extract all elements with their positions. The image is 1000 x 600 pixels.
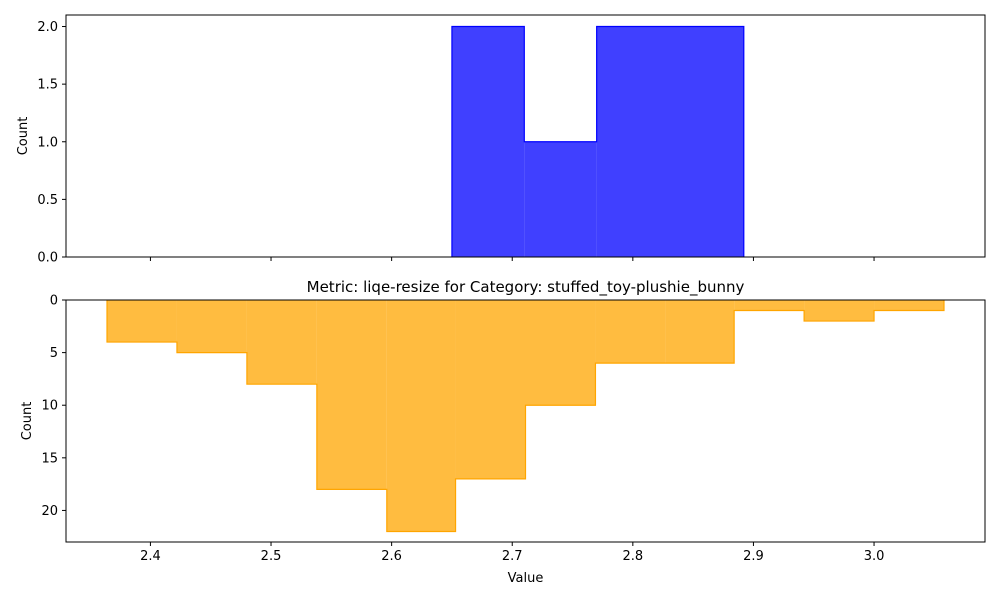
histogram-bar [525, 300, 596, 406]
x-tick-label: 2.6 [381, 549, 402, 564]
histogram-bar [596, 26, 744, 258]
x-tick-label: 2.9 [743, 549, 764, 564]
bottom-plot: Metric: liqe-resize for Category: stuffe… [20, 278, 986, 586]
top-x-ticks [149, 257, 875, 261]
y-tick-label: 0.5 [37, 193, 58, 208]
bottom-x-ticks: 2.4 2.5 2.6 2.7 2.8 2.9 3.0 [140, 542, 884, 564]
y-tick-label: 0 [50, 294, 58, 309]
histogram-bar [316, 300, 387, 490]
histogram-bar [595, 300, 666, 364]
bottom-y-ticks: 0 5 10 15 20 [41, 294, 66, 519]
histogram-bar [524, 141, 597, 257]
top-y-ticks: 0.0 0.5 1.0 1.5 2.0 [37, 20, 66, 266]
bottom-y-axis-label: Count [20, 402, 35, 441]
y-tick-label: 15 [41, 451, 58, 466]
histogram-bar [176, 300, 247, 353]
histogram-step-outline [451, 25, 745, 257]
y-tick-label: 1.5 [37, 78, 58, 93]
bottom-x-axis-label: Value [508, 571, 544, 586]
y-tick-label: 20 [41, 504, 58, 519]
histogram-bar [455, 300, 526, 479]
x-tick-label: 2.8 [622, 549, 643, 564]
top-plot: 0.0 0.5 1.0 1.5 2.0 Count [16, 14, 986, 266]
bottom-histogram-bars [106, 300, 945, 533]
y-tick-label: 0.0 [37, 251, 58, 266]
bottom-chart-title: Metric: liqe-resize for Category: stuffe… [307, 278, 745, 297]
y-tick-label: 10 [41, 399, 58, 414]
histogram-bar [734, 300, 805, 311]
top-histogram-bars [451, 25, 745, 258]
y-tick-label: 5 [50, 346, 58, 361]
histogram-bar [451, 26, 525, 258]
histogram-bar [246, 300, 317, 385]
x-tick-label: 2.5 [261, 549, 282, 564]
bottom-axes-frame [65, 299, 986, 543]
histogram-step-outline [106, 300, 945, 533]
x-tick-label: 2.7 [502, 549, 523, 564]
histogram-bar [107, 300, 177, 343]
y-tick-label: 1.0 [37, 135, 58, 150]
histogram-bar [804, 300, 875, 322]
top-axes-frame [65, 14, 986, 258]
histogram-bar [386, 300, 456, 532]
histogram-bar [874, 300, 944, 311]
y-tick-label: 2.0 [37, 20, 58, 35]
x-tick-label: 2.4 [140, 549, 161, 564]
x-tick-label: 3.0 [864, 549, 885, 564]
top-y-axis-label: Count [16, 117, 31, 156]
histogram-bar [665, 300, 735, 364]
